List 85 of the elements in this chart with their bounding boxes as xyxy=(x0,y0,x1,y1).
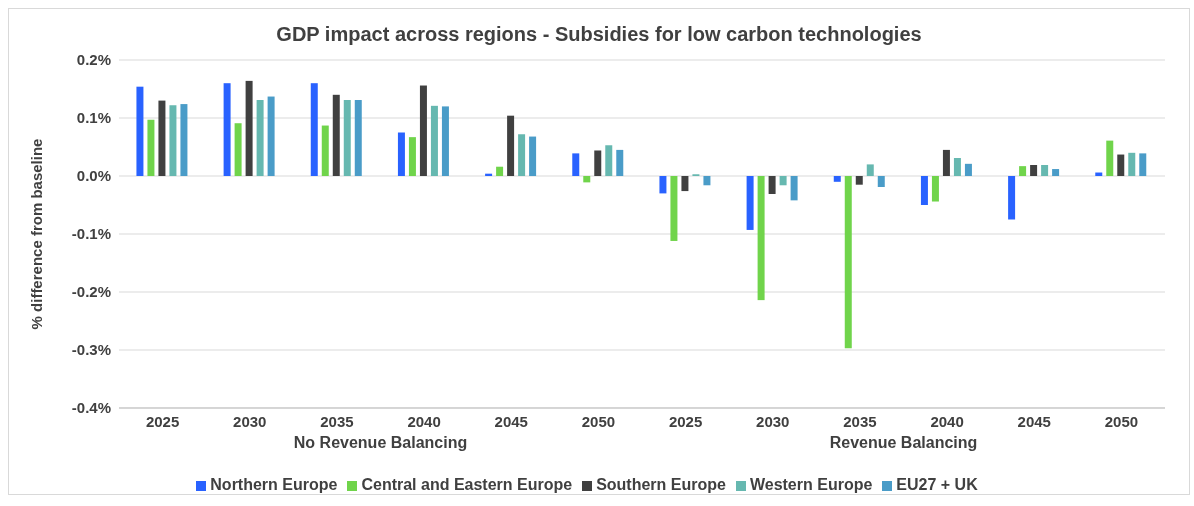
bar xyxy=(1030,164,1038,176)
bar xyxy=(703,176,711,186)
x-tick-label: 2040 xyxy=(930,412,964,430)
bar xyxy=(256,100,264,176)
x-tick-label: 2025 xyxy=(145,412,180,430)
bar xyxy=(1128,152,1136,176)
bar xyxy=(746,176,754,230)
bar xyxy=(616,149,624,176)
bar xyxy=(855,176,863,185)
bar xyxy=(594,150,602,176)
bar xyxy=(147,119,155,176)
bar xyxy=(496,166,504,176)
x-tick-label: 2030 xyxy=(756,412,790,430)
legend-label: Central and Eastern Europe xyxy=(361,476,573,493)
bar xyxy=(332,94,340,176)
text: Revenue Balancing xyxy=(828,434,979,452)
bar xyxy=(833,176,841,182)
bar xyxy=(419,85,427,176)
bar xyxy=(877,176,885,188)
bar xyxy=(1019,166,1027,176)
bar xyxy=(408,137,416,176)
bar xyxy=(964,163,972,176)
y-tick-label: -0.4% xyxy=(71,399,111,417)
bar xyxy=(1008,176,1016,220)
bar xyxy=(529,136,537,176)
bar xyxy=(1139,153,1147,176)
bar xyxy=(757,176,765,301)
x-tick-label: 2045 xyxy=(494,412,528,430)
bar xyxy=(1052,169,1060,176)
x-tick-label: 2025 xyxy=(668,412,703,430)
bar xyxy=(572,153,580,176)
x-tick-label: 2040 xyxy=(407,412,441,430)
bar xyxy=(223,83,231,176)
bar xyxy=(670,176,678,241)
bar xyxy=(507,115,515,176)
bar xyxy=(866,164,874,176)
x-tick-label: 2035 xyxy=(843,412,877,430)
legend-label: Northern Europe xyxy=(210,476,338,493)
bar xyxy=(234,123,242,176)
bar xyxy=(158,100,166,176)
bar xyxy=(136,86,144,176)
y-tick-label: -0.3% xyxy=(71,341,111,359)
x-tick-label: 2030 xyxy=(233,412,267,430)
y-tick-label: 0.0% xyxy=(76,167,111,185)
y-tick-label: -0.2% xyxy=(71,283,111,301)
bar xyxy=(321,125,329,176)
bar xyxy=(931,176,939,202)
y-tick-label: 0.1% xyxy=(76,109,111,127)
bar xyxy=(1117,154,1125,176)
x-tick-label: 2035 xyxy=(320,412,354,430)
bar xyxy=(790,176,798,201)
bar xyxy=(245,80,253,176)
bar xyxy=(681,176,689,192)
bar xyxy=(169,105,177,176)
bar xyxy=(920,176,928,205)
bar xyxy=(605,145,613,176)
bar xyxy=(1041,164,1049,176)
bar xyxy=(430,105,438,176)
legend-label: EU27 + UK xyxy=(896,476,978,493)
bar xyxy=(397,132,405,176)
bar xyxy=(942,149,950,176)
bar xyxy=(441,106,449,176)
y-tick-label: -0.1% xyxy=(71,225,111,243)
legend-label: Western Europe xyxy=(749,476,873,493)
bar xyxy=(354,100,362,176)
bar xyxy=(518,134,526,176)
bar xyxy=(659,176,667,194)
bar xyxy=(1106,140,1114,176)
bar xyxy=(583,176,591,183)
bar xyxy=(953,158,961,176)
x-tick-label: 2050 xyxy=(581,412,616,430)
bar xyxy=(343,100,351,176)
bar xyxy=(768,176,776,194)
bar xyxy=(779,176,787,186)
bar xyxy=(267,96,275,176)
bar xyxy=(844,176,852,349)
x-tick-label: 2050 xyxy=(1104,412,1139,430)
x-tick-label: 2045 xyxy=(1017,412,1051,430)
legend-label: Southern Europe xyxy=(596,476,726,493)
y-tick-label: 0.2% xyxy=(76,51,111,69)
text: No Revenue Balancing xyxy=(292,434,469,452)
y-axis-title: % difference from baseline xyxy=(28,138,46,330)
bar xyxy=(180,104,188,176)
chart-title: GDP impact across regions - Subsidies for low carbon technologies xyxy=(276,23,922,45)
bar xyxy=(310,83,318,176)
